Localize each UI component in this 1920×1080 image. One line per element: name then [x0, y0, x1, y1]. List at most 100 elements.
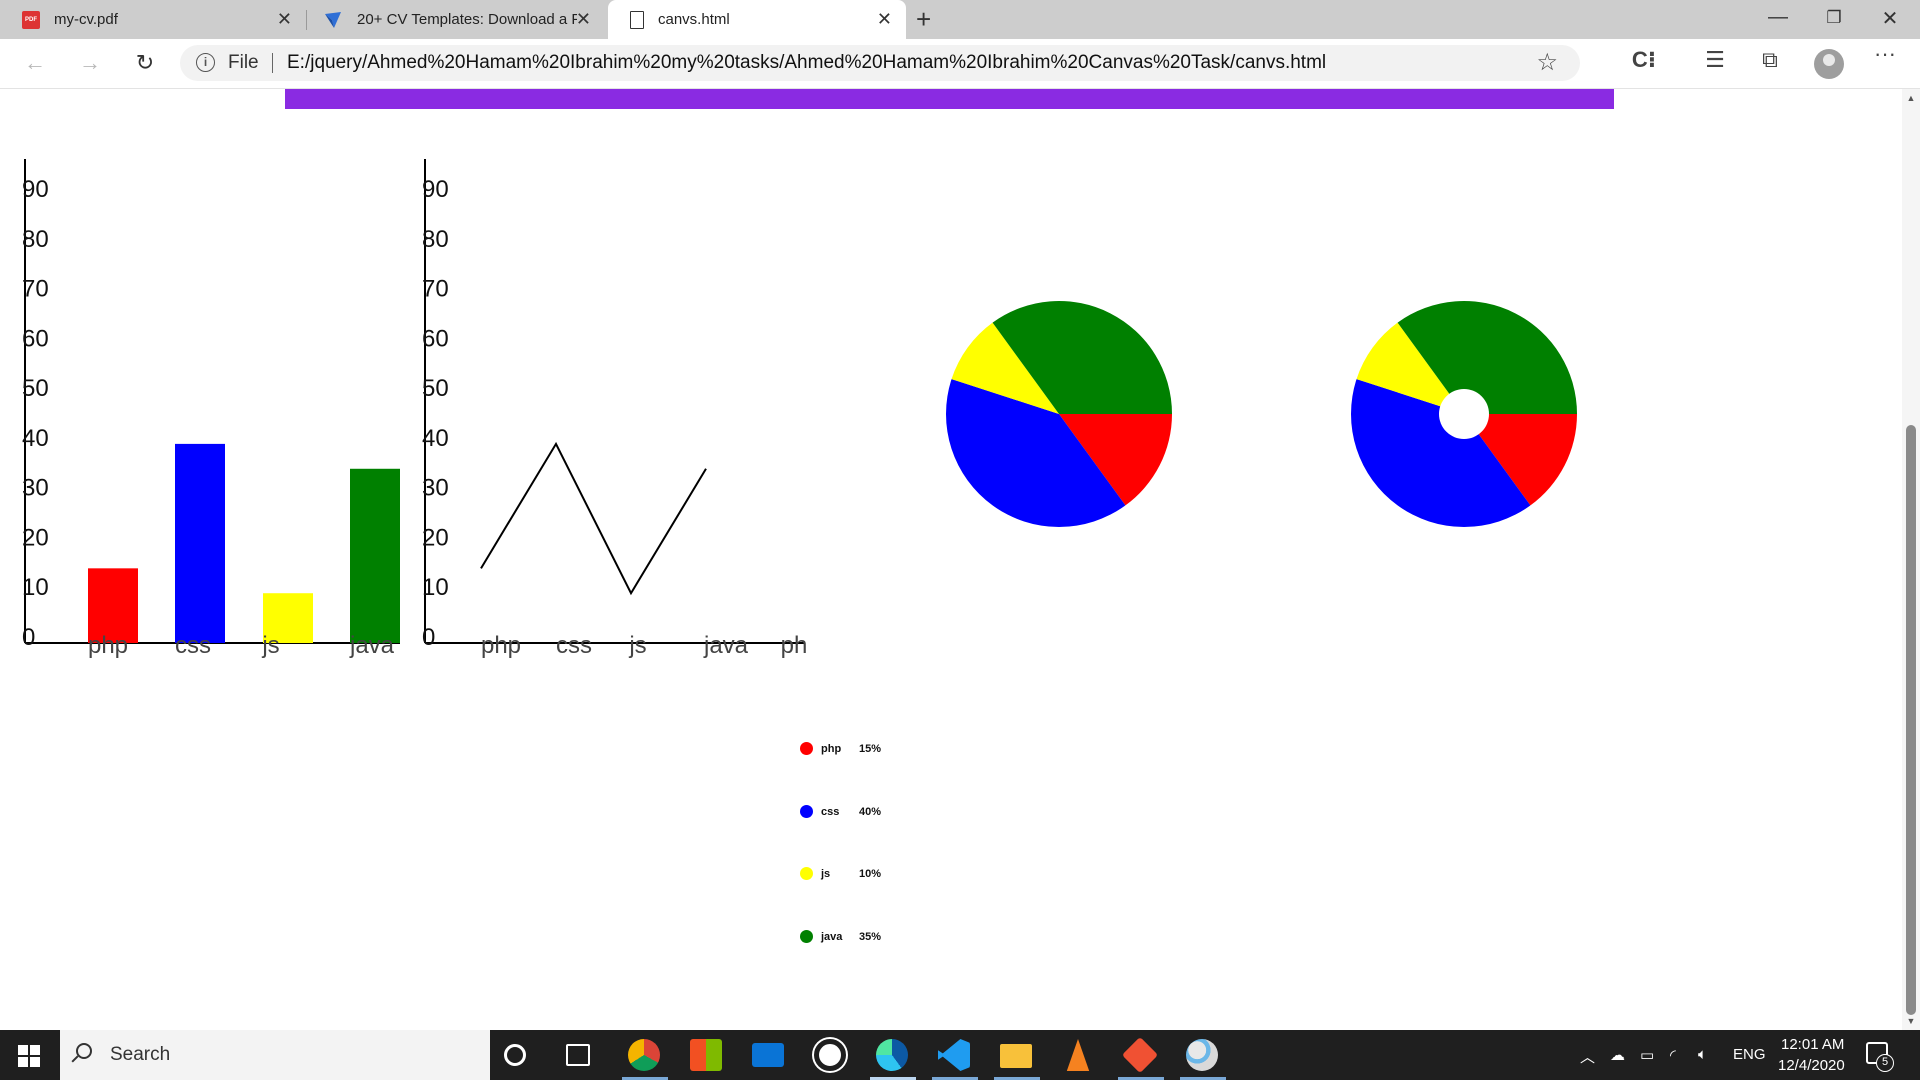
legend-percent: 35%: [859, 930, 882, 943]
battery-icon[interactable]: ▭: [1640, 1047, 1655, 1064]
browser-toolbar: ← → ↻ i File E:/jquery/Ahmed%20Hamam%20I…: [0, 39, 1920, 89]
legend-item-js: js 10%: [800, 867, 881, 880]
close-window-button[interactable]: ✕: [1881, 8, 1899, 30]
wifi-icon[interactable]: ◜: [1670, 1047, 1676, 1064]
x-tick-label: js: [628, 632, 646, 659]
legend-item-css: css 40%: [800, 805, 881, 818]
slice-php: [1464, 414, 1577, 506]
legend-label: java: [821, 930, 843, 943]
legend-dot: [800, 867, 813, 880]
tab-strip: PDF my-cv.pdf ✕ 20+ CV Templates: Downlo…: [0, 0, 1920, 39]
store-icon[interactable]: [690, 1039, 722, 1071]
url-text[interactable]: E:/jquery/Ahmed%20Hamam%20Ibrahim%20my%2…: [287, 52, 1327, 73]
y-tick-label: 70: [422, 276, 449, 303]
vscode-icon[interactable]: [938, 1039, 970, 1071]
more-menu-icon[interactable]: ···: [1874, 41, 1896, 66]
bar-css: [175, 443, 225, 643]
new-tab-button[interactable]: +: [916, 4, 932, 34]
header-bar: [285, 89, 1614, 109]
y-tick-label: 10: [422, 574, 449, 601]
forward-button[interactable]: →: [79, 50, 101, 75]
refresh-button[interactable]: ↻: [135, 50, 155, 75]
y-tick-label: 80: [22, 226, 49, 253]
scroll-thumb[interactable]: [1906, 425, 1916, 1015]
slice-java: [992, 301, 1172, 414]
active-indicator: [622, 1077, 668, 1080]
active-indicator: [932, 1077, 978, 1080]
paint-icon[interactable]: [1186, 1039, 1218, 1071]
tab-cv-templates[interactable]: 20+ CV Templates: Download a F ✕: [307, 0, 605, 39]
cortana-icon[interactable]: [504, 1044, 526, 1066]
onedrive-icon[interactable]: ☁: [1610, 1047, 1625, 1064]
y-tick-label: 20: [422, 524, 449, 551]
minimize-button[interactable]: —: [1768, 6, 1788, 28]
extension-icon[interactable]: C⁝: [1631, 47, 1657, 72]
vlc-icon[interactable]: [1066, 1039, 1090, 1071]
restore-button[interactable]: ❐: [1826, 8, 1842, 27]
volume-icon[interactable]: 🔈︎: [1698, 1046, 1708, 1063]
active-indicator: [870, 1077, 916, 1080]
clock-date[interactable]: 12/4/2020: [1778, 1057, 1845, 1074]
legend-percent: 10%: [859, 867, 882, 880]
y-tick-label: 0: [422, 624, 435, 651]
tab-canvs-html[interactable]: canvs.html ✕: [608, 0, 906, 39]
legend-item-java: java 35%: [800, 930, 881, 943]
search-icon: [76, 1043, 92, 1059]
scroll-down-arrow-icon[interactable]: ▼: [1906, 1016, 1916, 1026]
mail-icon[interactable]: [752, 1043, 784, 1067]
whatsapp-icon[interactable]: [814, 1039, 846, 1071]
page-scrollbar[interactable]: ▲ ▼: [1902, 89, 1920, 1030]
legend-item-php: php 15%: [800, 742, 881, 755]
url-separator: [272, 53, 273, 73]
scheme-label: File: [228, 52, 259, 73]
language-indicator[interactable]: ENG: [1733, 1046, 1766, 1063]
x-tick-label: php: [88, 632, 128, 659]
close-icon[interactable]: ✕: [276, 9, 292, 29]
y-tick-label: 50: [22, 375, 49, 402]
legend-dot: [800, 742, 813, 755]
x-tick-label: php: [481, 632, 521, 659]
close-icon[interactable]: ✕: [575, 9, 591, 29]
y-tick-label: 10: [22, 574, 49, 601]
task-view-icon[interactable]: [566, 1044, 590, 1066]
clock-time[interactable]: 12:01 AM: [1781, 1036, 1845, 1053]
search-placeholder: Search: [110, 1044, 171, 1065]
profile-avatar[interactable]: [1814, 49, 1844, 79]
x-tick-label: java: [703, 632, 749, 659]
edge-icon[interactable]: [876, 1039, 908, 1071]
git-icon[interactable]: [1121, 1036, 1159, 1074]
x-tick-label: java: [349, 632, 395, 659]
show-hidden-icons-icon[interactable]: ︿: [1580, 1049, 1596, 1066]
windows-start-icon[interactable]: [18, 1045, 40, 1067]
taskbar-search-box[interactable]: Search: [60, 1030, 490, 1080]
favorite-star-icon[interactable]: ☆: [1536, 49, 1558, 76]
site-icon: [325, 11, 341, 28]
address-bar[interactable]: i File E:/jquery/Ahmed%20Hamam%20Ibrahim…: [180, 45, 1580, 81]
pie-chart: [946, 301, 1172, 527]
y-tick-label: 80: [422, 226, 449, 253]
slice-css: [946, 379, 1126, 527]
chrome-icon[interactable]: [628, 1039, 660, 1071]
collections-icon[interactable]: ⧉: [1762, 47, 1778, 72]
back-button[interactable]: ←: [24, 50, 46, 75]
tab-title: 20+ CV Templates: Download a F: [357, 11, 577, 28]
favorites-icon[interactable]: ☰: [1705, 47, 1725, 72]
legend-label: css: [821, 805, 840, 818]
legend-percent: 15%: [859, 742, 882, 755]
active-indicator: [994, 1077, 1040, 1080]
close-icon[interactable]: ✕: [876, 9, 892, 29]
active-indicator: [1118, 1077, 1164, 1080]
pdf-icon: PDF: [22, 10, 40, 29]
tab-separator: [306, 10, 307, 30]
taskbar: Search ︿ ☁ ▭ ◜ 🔈︎ ENG 12:01 AM 12/4/2020…: [0, 1030, 1920, 1080]
file-explorer-icon[interactable]: [1000, 1044, 1032, 1068]
active-indicator: [1180, 1077, 1226, 1080]
info-icon[interactable]: i: [196, 53, 215, 72]
y-tick-label: 60: [22, 325, 49, 352]
slice-js: [1356, 322, 1464, 414]
bar-js: [263, 593, 313, 643]
tab-my-cv[interactable]: PDF my-cv.pdf ✕: [0, 0, 306, 39]
y-tick-label: 40: [22, 425, 49, 452]
scroll-up-arrow-icon[interactable]: ▲: [1906, 93, 1916, 103]
donut-hole: [1439, 389, 1489, 439]
